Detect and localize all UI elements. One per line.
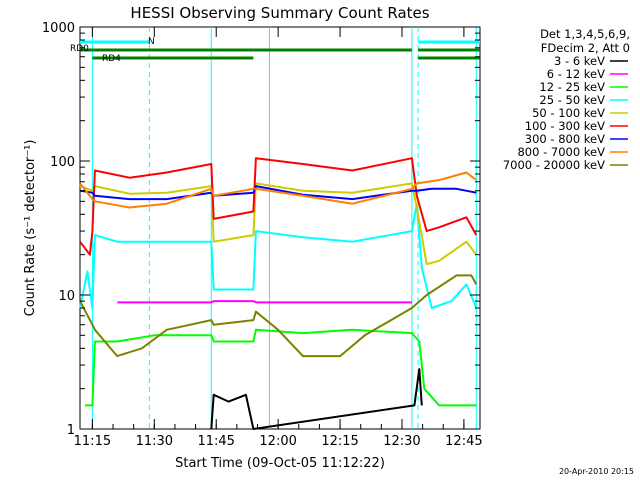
series-line-2 [85,328,477,407]
legend-header-line-2: FDecim 2, Att 0 [541,41,630,55]
y-tick-label-2: 100 [50,155,75,170]
series-line-0 [210,368,423,430]
series-line-3 [79,202,478,309]
legend-label-4: 50 - 100 keV [532,106,605,120]
legend-label-1: 6 - 12 keV [547,67,605,81]
plot-frame [79,26,481,430]
x-tick-label-4: 12:15 [321,434,358,449]
x-tick-label-3: 12:00 [259,434,296,449]
x-tick-label-0: 11:15 [74,434,111,449]
series-line-7 [79,171,477,209]
legend-label-7: 800 - 7000 keV [517,145,605,159]
flag-label-n: N [148,37,155,47]
series-line-4 [79,182,478,266]
flag-label-rd4: RD4 [102,54,121,64]
x-tick-label-5: 12:30 [383,434,420,449]
y-tick-label-1: 10 [58,289,75,304]
y-axis: 1 10 100 1000 [42,21,480,438]
x-tick-label-6: 12:45 [445,434,482,449]
y-tick-label-0: 1 [67,423,75,438]
legend-label-5: 100 - 300 keV [525,119,605,133]
legend-label-8: 7000 - 20000 keV [503,158,605,172]
chart-title: HESSI Observing Summary Count Rates [130,4,429,22]
x-axis-label: Start Time (09-Oct-05 11:12:22) [175,456,385,471]
y-axis-label: Count Rate (s⁻¹ detector⁻¹) [23,140,38,317]
x-tick-label-2: 11:45 [197,434,234,449]
legend-header-line-1: Det 1,3,4,5,6,9, [540,27,630,41]
series-line-5 [79,157,478,256]
legend: Det 1,3,4,5,6,9, FDecim 2, Att 0 3 - 6 k… [503,27,630,172]
legend-label-0: 3 - 6 keV [554,54,605,68]
flag-label-rd0: RD0 [70,44,89,54]
legend-label-6: 300 - 800 keV [525,132,605,146]
y-tick-label-3: 1000 [42,21,75,36]
series-line-1 [117,300,412,304]
x-axis: 11:15 11:30 11:45 12:00 12:15 12:30 12:45 [74,27,483,449]
plot-area: N RD0 RD4 [70,26,481,430]
footer-date: 20-Apr-2010 20:15 [559,467,634,476]
legend-label-3: 25 - 50 keV [539,93,605,107]
series-line-8 [79,274,478,358]
x-tick-label-1: 11:30 [136,434,173,449]
legend-label-2: 12 - 25 keV [539,80,605,94]
